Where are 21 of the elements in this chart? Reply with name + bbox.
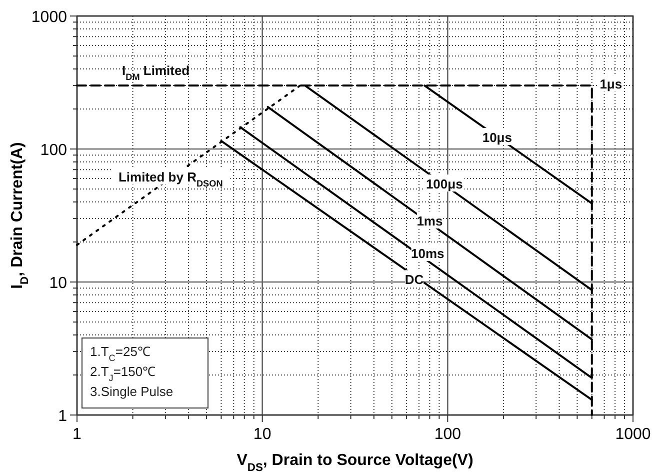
y-tick-label: 100 — [40, 142, 68, 159]
annotation: DC — [404, 272, 424, 288]
annotation: 1.T$_{C}$=25℃ — [90, 344, 150, 363]
annotation: 1ms — [416, 214, 443, 228]
annotation: 2.T$_{J}$=150℃ — [90, 364, 156, 383]
annotation: 1μs — [600, 76, 622, 92]
x-tick-label: 1000 — [615, 426, 651, 443]
annotation: 3.Single Pulse — [90, 384, 174, 399]
notes-box: 1.T$_{C}$=25℃ 2.T$_{J}$=150℃ 3.Single Pulse — [82, 338, 208, 408]
x-tick-label: 1 — [72, 426, 82, 443]
annotation: I$_{DM}$ Limited — [122, 63, 190, 82]
y-tick-label: 1000 — [31, 9, 68, 26]
x-axis-title: V$_{DS}$, Drain to Source Voltage(V) — [236, 452, 474, 474]
annotation: 100μs — [426, 176, 463, 192]
x-tick-label: 100 — [434, 426, 462, 443]
annotation: 10μs — [482, 130, 512, 146]
y-tick-label: 1 — [58, 408, 68, 425]
x-tick-label: 10 — [253, 426, 272, 443]
y-tick-label: 10 — [49, 275, 68, 292]
annotation: 10ms — [411, 246, 444, 262]
annotation: Limited by R$_{DSON}$ — [118, 170, 223, 189]
